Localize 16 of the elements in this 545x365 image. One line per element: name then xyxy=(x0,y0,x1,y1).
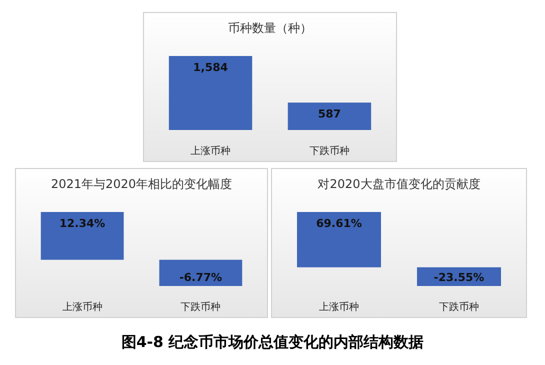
x-tick-label: 上涨币种 xyxy=(190,145,231,157)
data-label: 587 xyxy=(318,108,341,121)
data-label: 69.61% xyxy=(316,217,362,230)
caption: 图4-8 纪念币市场价总值变化的内部结构数据 xyxy=(120,333,425,352)
data-label: 12.34% xyxy=(59,217,106,230)
data-label: -23.55% xyxy=(434,271,484,284)
x-tick-label: 下跌币种 xyxy=(180,301,221,313)
x-tick-label: 上涨币种 xyxy=(62,301,102,313)
data-label: 1,584 xyxy=(193,61,228,74)
chart-title: 2021年与2020年相比的变化幅度 xyxy=(50,177,232,191)
data-label: -6.77% xyxy=(179,271,222,284)
x-tick-label: 下跌币种 xyxy=(439,301,479,313)
chart-title: 对2020大盘市值变化的贡献度 xyxy=(318,177,480,191)
x-tick-label: 上涨币种 xyxy=(319,301,359,313)
x-tick-label: 下跌币种 xyxy=(309,145,350,157)
chart-title: 币种数量（种） xyxy=(228,21,312,35)
